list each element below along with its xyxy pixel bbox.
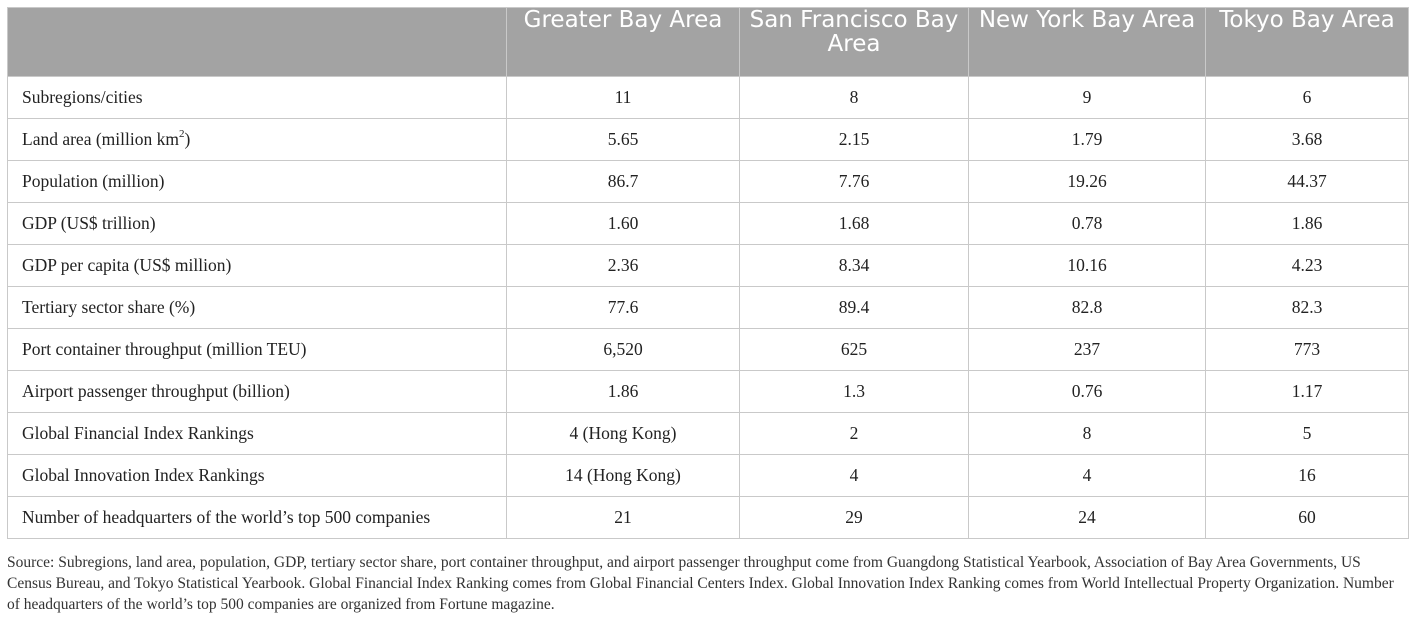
table-row: GDP per capita (US$ million) 2.36 8.34 1… (7, 244, 1409, 287)
bay-area-comparison-table: Greater Bay Area San Francisco Bay Area … (7, 7, 1409, 539)
row-label: Tertiary sector share (%) (7, 286, 507, 329)
table-cell: 7.76 (739, 160, 969, 203)
table-cell: 24 (968, 496, 1206, 539)
table-row: Number of headquarters of the world’s to… (7, 496, 1409, 539)
table-cell: 29 (739, 496, 969, 539)
table-cell: 89.4 (739, 286, 969, 329)
table-cell: 1.86 (1205, 202, 1409, 245)
table-row: GDP (US$ trillion) 1.60 1.68 0.78 1.86 (7, 202, 1409, 245)
table-cell: 4 (Hong Kong) (506, 412, 740, 455)
table-cell: 0.78 (968, 202, 1206, 245)
table-cell: 44.37 (1205, 160, 1409, 203)
table-cell: 19.26 (968, 160, 1206, 203)
table-cell: 1.3 (739, 370, 969, 413)
table-cell: 82.3 (1205, 286, 1409, 329)
table-cell: 77.6 (506, 286, 740, 329)
row-label: Global Financial Index Rankings (7, 412, 507, 455)
header-greater-bay-area: Greater Bay Area (506, 7, 740, 77)
header-tokyo-bay-area: Tokyo Bay Area (1205, 7, 1409, 77)
table-row: Tertiary sector share (%) 77.6 89.4 82.8… (7, 286, 1409, 329)
header-corner-cell (7, 7, 507, 77)
row-label: Global Innovation Index Rankings (7, 454, 507, 497)
table-row: Population (million) 86.7 7.76 19.26 44.… (7, 160, 1409, 203)
table-cell: 86.7 (506, 160, 740, 203)
table-cell: 2.15 (739, 118, 969, 161)
row-label-superscript: 2 (178, 128, 185, 141)
row-label: Port container throughput (million TEU) (7, 328, 507, 371)
table-cell: 1.60 (506, 202, 740, 245)
table-cell: 6 (1205, 76, 1409, 119)
row-label: Number of headquarters of the world’s to… (7, 496, 507, 539)
table-cell: 8 (968, 412, 1206, 455)
table-row: Airport passenger throughput (billion) 1… (7, 370, 1409, 413)
row-label: GDP per capita (US$ million) (7, 244, 507, 287)
table-cell: 4 (968, 454, 1206, 497)
table-row: Global Innovation Index Rankings 14 (Hon… (7, 454, 1409, 497)
table-cell: 3.68 (1205, 118, 1409, 161)
row-label: Land area (million km2) (7, 118, 507, 161)
table-cell: 16 (1205, 454, 1409, 497)
table-cell: 14 (Hong Kong) (506, 454, 740, 497)
table-cell: 6,520 (506, 328, 740, 371)
table-cell: 9 (968, 76, 1206, 119)
row-label-suffix: ) (184, 129, 191, 149)
comparison-table-container: Greater Bay Area San Francisco Bay Area … (7, 7, 1409, 615)
table-row: Subregions/cities 11 8 9 6 (7, 76, 1409, 119)
row-label: GDP (US$ trillion) (7, 202, 507, 245)
table-cell: 10.16 (968, 244, 1206, 287)
row-label: Subregions/cities (7, 76, 507, 119)
table-cell: 4 (739, 454, 969, 497)
row-label-text: Land area (million km (22, 129, 179, 149)
table-cell: 8 (739, 76, 969, 119)
header-new-york-bay-area: New York Bay Area (968, 7, 1206, 77)
table-cell: 21 (506, 496, 740, 539)
table-cell: 625 (739, 328, 969, 371)
table-cell: 1.79 (968, 118, 1206, 161)
table-cell: 11 (506, 76, 740, 119)
row-label: Population (million) (7, 160, 507, 203)
table-cell: 4.23 (1205, 244, 1409, 287)
table-cell: 8.34 (739, 244, 969, 287)
source-note: Source: Subregions, land area, populatio… (7, 554, 1394, 613)
table-cell: 1.17 (1205, 370, 1409, 413)
table-row: Port container throughput (million TEU) … (7, 328, 1409, 371)
table-header-row: Greater Bay Area San Francisco Bay Area … (7, 7, 1409, 77)
table-cell: 1.68 (739, 202, 969, 245)
table-cell: 60 (1205, 496, 1409, 539)
table-cell: 237 (968, 328, 1206, 371)
row-label: Airport passenger throughput (billion) (7, 370, 507, 413)
table-cell: 1.86 (506, 370, 740, 413)
table-cell: 773 (1205, 328, 1409, 371)
table-cell: 5.65 (506, 118, 740, 161)
table-cell: 82.8 (968, 286, 1206, 329)
table-cell: 0.76 (968, 370, 1206, 413)
table-row: Global Financial Index Rankings 4 (Hong … (7, 412, 1409, 455)
table-cell: 5 (1205, 412, 1409, 455)
table-cell: 2.36 (506, 244, 740, 287)
table-cell: 2 (739, 412, 969, 455)
header-san-francisco-bay-area: San Francisco Bay Area (739, 7, 969, 77)
table-row: Land area (million km2) 5.65 2.15 1.79 3… (7, 118, 1409, 161)
